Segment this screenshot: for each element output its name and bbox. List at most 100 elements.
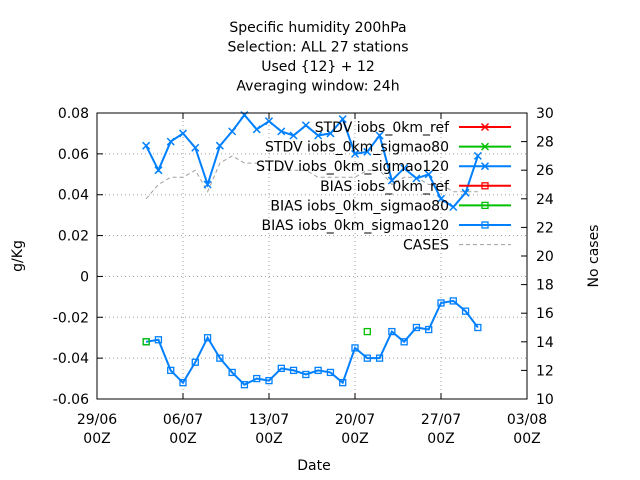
y-axis-label: g/Kg [10, 240, 26, 272]
data-point [253, 374, 261, 383]
legend-marker-stroke-b [480, 122, 490, 132]
data-point [191, 143, 200, 152]
data-point [166, 137, 175, 146]
data-point [264, 117, 274, 126]
data-point [412, 174, 421, 183]
data-point [425, 325, 433, 334]
data-point [154, 336, 163, 344]
axes: -0.06 -0.04 -0.02 0 0.02 0.04 0.06 0.08 10 12 14 16… [53, 106, 554, 447]
data-point-stroke-b [338, 115, 347, 124]
data-point-stroke-b [314, 131, 323, 140]
y-tick-label: 0.06 [58, 147, 89, 163]
data-point-stroke-b [424, 170, 433, 179]
data-point [437, 299, 445, 307]
data-point [326, 129, 335, 138]
y-tick-label: -0.06 [53, 392, 89, 408]
data-point [252, 125, 261, 134]
legend-label: CASES [403, 238, 449, 254]
data-point [350, 149, 360, 158]
data-point [449, 202, 458, 212]
legend-marker [481, 201, 489, 210]
data-point-stroke-b [154, 166, 163, 175]
data-point-stroke-b [436, 194, 446, 203]
y2-tick-label: 20 [536, 249, 554, 265]
y2-tick-label: 28 [536, 135, 554, 151]
legend-marker [480, 142, 490, 151]
legend-entry: STDV iobs_0km_sigmao80 [265, 140, 511, 156]
y-tick-label: -0.02 [53, 310, 89, 326]
data-point [424, 170, 433, 179]
title-line: Averaging window: 24h [236, 79, 399, 95]
data-point [289, 131, 298, 140]
data-point [461, 188, 470, 197]
y-tick-label: 0 [80, 269, 89, 285]
y2-tick-label: 24 [536, 192, 554, 208]
x-tick-label: 27/07 [421, 412, 461, 428]
data-point [191, 358, 199, 366]
cases-series [145, 155, 478, 200]
legend-marker-stroke-b [480, 142, 490, 151]
x-tick-label: 03/08 [507, 412, 547, 428]
x-tick-label: 13/07 [249, 412, 289, 428]
data-point-stroke-b [363, 147, 372, 156]
data-point [302, 370, 310, 379]
legend-entry: BIAS iobs_0km_sigmao80 [270, 198, 511, 214]
x-axis-label: Date [297, 458, 330, 474]
x-tick-sublabel: 00Z [513, 431, 540, 447]
data-point-stroke-b [178, 129, 188, 138]
data-point [474, 323, 482, 332]
data-point [351, 344, 359, 352]
y2-tick-label: 26 [536, 163, 554, 179]
data-point [167, 366, 175, 375]
legend-label: STDV iobs_0km_sigmao80 [265, 140, 449, 156]
data-point [314, 131, 323, 140]
y2-tick-label: 22 [536, 220, 554, 236]
data-point [228, 368, 236, 377]
plot-frame [96, 112, 528, 400]
legend-marker [480, 122, 490, 132]
data-point [301, 121, 310, 130]
data-point [412, 323, 421, 332]
series-line [145, 299, 479, 386]
data-point-stroke-b [289, 131, 298, 140]
y2-tick-label: 10 [536, 392, 554, 408]
x-tick-sublabel: 00Z [255, 431, 282, 447]
data-point [339, 379, 347, 387]
y-tick-label: 0.08 [58, 106, 89, 122]
data-point [400, 164, 409, 173]
data-point [179, 379, 187, 387]
data-point-stroke-b [387, 176, 396, 185]
x-tick-sublabel: 00Z [341, 431, 368, 447]
data-point-stroke-b [449, 202, 458, 212]
y-tick-label: -0.04 [53, 351, 89, 367]
series-bias-iobs-0km-sigmao120 [142, 297, 482, 389]
y2-tick-label: 18 [536, 278, 554, 294]
data-point-stroke-b [473, 151, 482, 160]
data-point-stroke-b [203, 180, 212, 189]
data-point-stroke-b [375, 131, 384, 140]
data-point [178, 129, 188, 138]
data-point [228, 127, 237, 136]
data-point-stroke-b [166, 137, 175, 146]
legend-label: STDV iobs_0km_ref [315, 120, 450, 136]
x-tick-sublabel: 00Z [83, 431, 110, 447]
chart-title: Specific humidity 200hPa Selection: ALL 2… [227, 20, 408, 95]
data-point [461, 307, 470, 315]
legend-label: BIAS iobs_0km_sigmao80 [270, 198, 449, 214]
data-point [314, 366, 322, 375]
title-line: Used {12} + 12 [261, 59, 375, 75]
data-point [387, 176, 396, 185]
highlight-point [363, 327, 371, 336]
data-point-stroke-b [252, 125, 261, 134]
data-point [142, 141, 151, 150]
data-point [363, 147, 372, 156]
y-tick-label: 0.02 [58, 229, 89, 245]
legend-label: BIAS iobs_0km_sigmao120 [261, 218, 449, 234]
legend-label: BIAS iobs_0km_ref [320, 179, 450, 195]
legend-entry: STDV iobs_0km_sigmao120 [256, 159, 511, 175]
grid-lines [97, 113, 527, 399]
data-point-stroke-b [191, 143, 200, 152]
legend-label: STDV iobs_0km_sigmao120 [256, 159, 449, 175]
data-point-stroke-b [277, 127, 286, 136]
